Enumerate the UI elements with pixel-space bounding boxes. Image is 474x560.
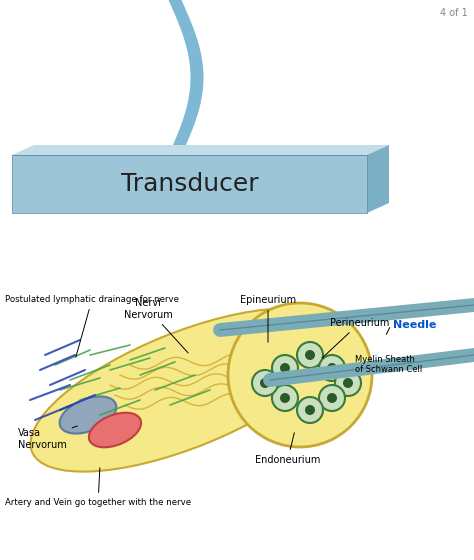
Circle shape (297, 342, 323, 368)
Text: Endoneurium: Endoneurium (255, 433, 320, 465)
Circle shape (319, 355, 345, 381)
Circle shape (335, 370, 361, 396)
Circle shape (319, 385, 345, 411)
Circle shape (272, 355, 298, 381)
Text: Postulated lymphatic drainage for nerve: Postulated lymphatic drainage for nerve (5, 295, 179, 357)
Polygon shape (12, 145, 389, 155)
Ellipse shape (89, 413, 141, 447)
Circle shape (305, 405, 315, 415)
Circle shape (252, 370, 278, 396)
Text: Perineurium: Perineurium (322, 318, 389, 358)
Circle shape (327, 393, 337, 403)
Text: 4 of 1: 4 of 1 (440, 8, 468, 18)
Polygon shape (168, 0, 203, 155)
Text: Artery and Vein go together with the nerve: Artery and Vein go together with the ner… (5, 468, 191, 507)
Circle shape (305, 350, 315, 360)
Circle shape (343, 378, 353, 388)
Circle shape (228, 303, 372, 447)
Ellipse shape (30, 309, 339, 472)
Circle shape (297, 397, 323, 423)
Circle shape (260, 378, 270, 388)
Circle shape (280, 393, 290, 403)
Polygon shape (0, 228, 474, 560)
Text: Myelin Sheath
of Schwann Cell: Myelin Sheath of Schwann Cell (355, 355, 422, 375)
Ellipse shape (60, 396, 117, 433)
Polygon shape (367, 145, 389, 213)
Polygon shape (12, 155, 367, 213)
Circle shape (327, 363, 337, 373)
Text: Nervi
Nervorum: Nervi Nervorum (124, 298, 188, 353)
Text: Epineurium: Epineurium (240, 295, 296, 342)
Circle shape (280, 363, 290, 373)
Text: Transducer: Transducer (121, 172, 258, 196)
Circle shape (272, 385, 298, 411)
Text: Needle: Needle (393, 320, 437, 330)
Text: Vasa
Nervorum: Vasa Nervorum (18, 426, 77, 450)
